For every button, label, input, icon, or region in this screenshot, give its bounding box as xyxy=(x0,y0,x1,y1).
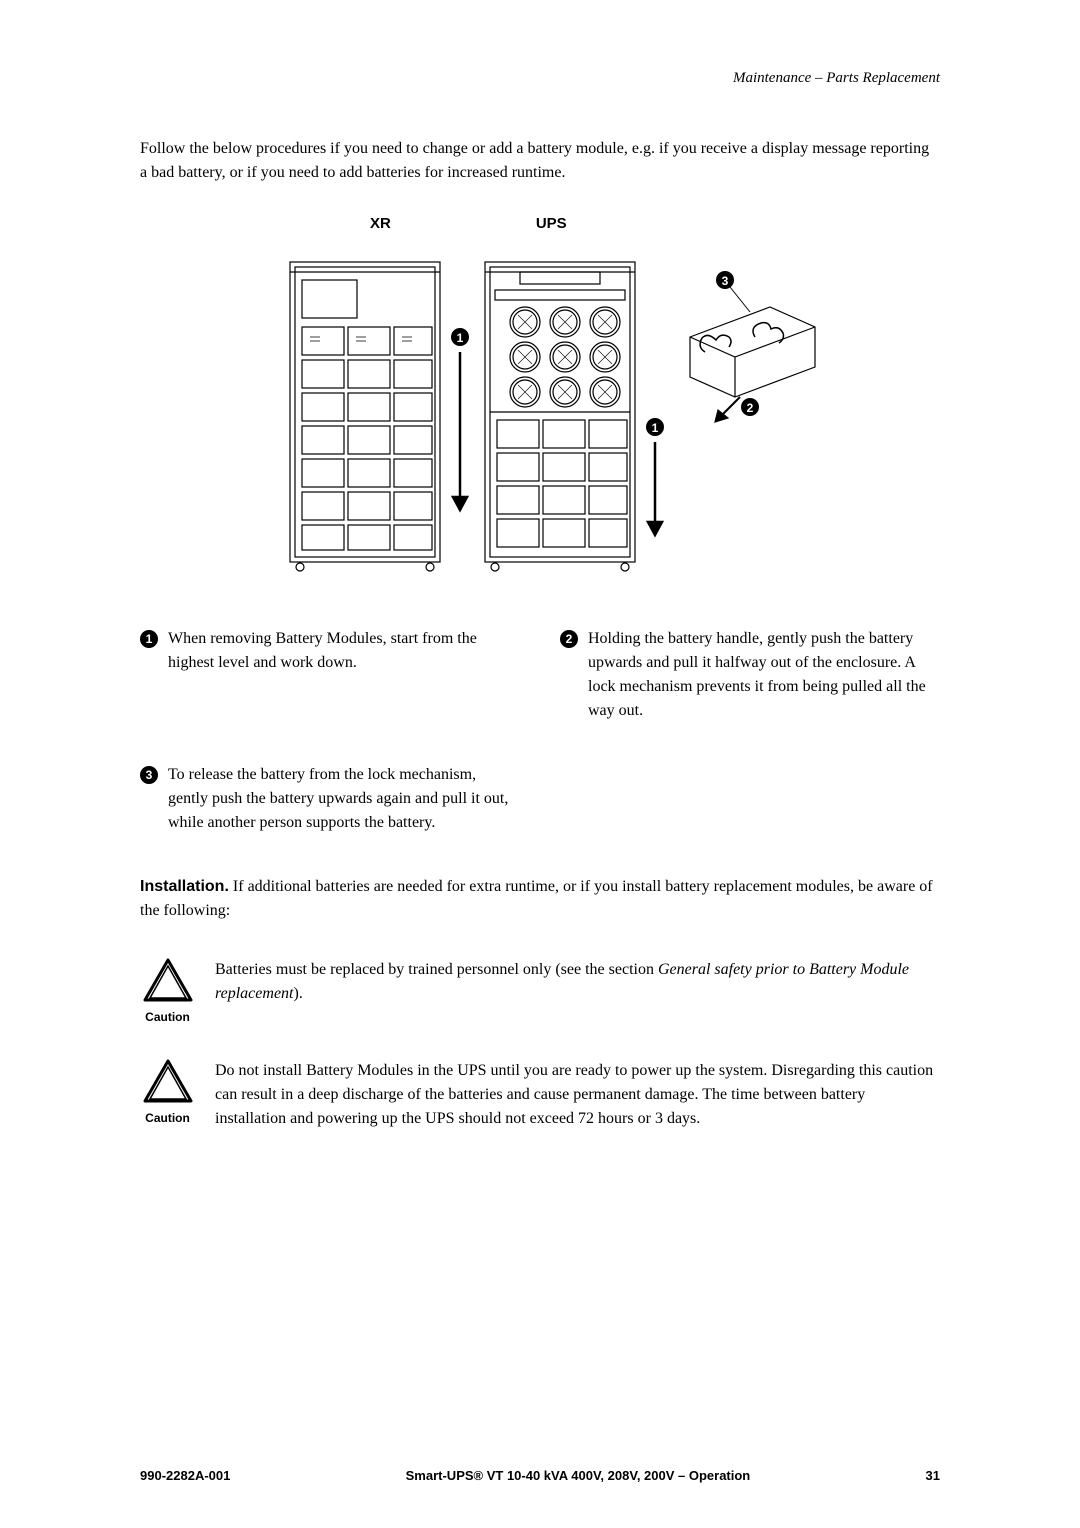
svg-text:3: 3 xyxy=(722,274,729,288)
caution-icon xyxy=(143,958,193,1003)
svg-text:1: 1 xyxy=(652,421,659,435)
caution-1-text: Batteries must be replaced by trained pe… xyxy=(215,958,940,1006)
caution-block-2: Caution Do not install Battery Modules i… xyxy=(140,1059,940,1131)
caution-2-text: Do not install Battery Modules in the UP… xyxy=(215,1059,940,1131)
step-3-text: To release the battery from the lock mec… xyxy=(168,763,520,835)
equipment-diagram: 1 xyxy=(260,242,820,582)
installation-paragraph: Installation. If additional batteries ar… xyxy=(140,875,940,923)
step-number-icon: 3 xyxy=(140,766,158,784)
caution-1-text-a: Batteries must be replaced by trained pe… xyxy=(215,961,658,978)
footer-left: 990-2282A-001 xyxy=(140,1468,230,1483)
label-xr: XR xyxy=(370,215,391,232)
intro-text: Follow the below procedures if you need … xyxy=(140,137,940,185)
caution-label: Caution xyxy=(140,1111,195,1125)
caution-label: Caution xyxy=(140,1010,195,1024)
steps-grid: 1 When removing Battery Modules, start f… xyxy=(140,627,940,835)
footer-center: Smart-UPS® VT 10-40 kVA 400V, 208V, 200V… xyxy=(406,1468,751,1483)
step-2-text: Holding the battery handle, gently push … xyxy=(588,627,940,723)
svg-text:1: 1 xyxy=(457,331,464,345)
label-ups: UPS xyxy=(536,215,567,232)
step-2: 2 Holding the battery handle, gently pus… xyxy=(560,627,940,723)
step-number-icon: 2 xyxy=(560,630,578,648)
footer-right: 31 xyxy=(926,1468,940,1483)
step-number-icon: 1 xyxy=(140,630,158,648)
installation-text: If additional batteries are needed for e… xyxy=(140,878,933,919)
page-footer: 990-2282A-001 Smart-UPS® VT 10-40 kVA 40… xyxy=(140,1468,940,1483)
svg-text:2: 2 xyxy=(747,401,754,415)
installation-title: Installation. xyxy=(140,878,229,895)
step-1-text: When removing Battery Modules, start fro… xyxy=(168,627,520,723)
page-header: Maintenance – Parts Replacement xyxy=(140,70,940,87)
step-1: 1 When removing Battery Modules, start f… xyxy=(140,627,520,723)
diagram-area: XR UPS xyxy=(260,215,820,587)
caution-block-1: Caution Batteries must be replaced by tr… xyxy=(140,958,940,1024)
caution-1-text-c: ). xyxy=(293,985,302,1002)
caution-icon xyxy=(143,1059,193,1104)
step-3: 3 To release the battery from the lock m… xyxy=(140,763,520,835)
